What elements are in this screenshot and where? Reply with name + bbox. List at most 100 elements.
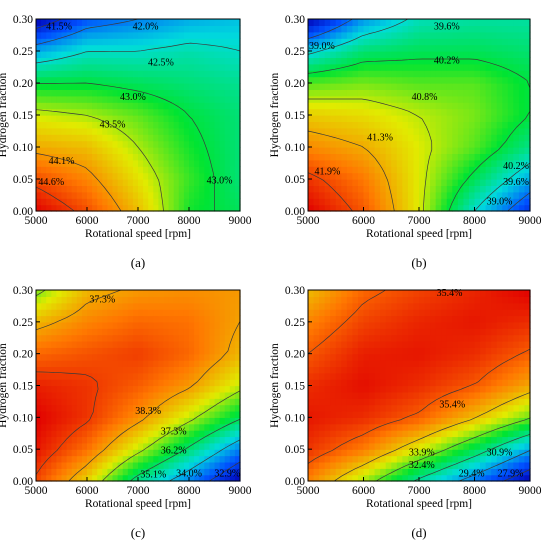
heatmap-cell — [183, 95, 190, 103]
heatmap-cell — [407, 159, 415, 167]
heatmap-cell — [163, 290, 170, 297]
heatmap-cell — [413, 134, 420, 142]
heatmap-cell — [92, 83, 98, 90]
heatmap-cell — [513, 63, 520, 71]
heatmap-cell — [468, 147, 476, 154]
heatmap-cell — [148, 398, 154, 406]
heatmap-cell — [341, 391, 348, 399]
heatmap-cell — [357, 140, 365, 148]
heatmap-cell — [402, 191, 409, 199]
heatmap-cell — [148, 172, 154, 180]
heatmap-cell — [324, 25, 331, 33]
heatmap-cell — [507, 166, 514, 174]
heatmap-cell — [76, 385, 83, 393]
heatmap-cell — [173, 108, 180, 116]
heatmap-cell — [413, 417, 420, 425]
heatmap-cell — [61, 309, 68, 317]
heatmap-cell — [56, 366, 63, 374]
x-tick-label: 7000 — [127, 215, 150, 227]
heatmap-cell — [102, 95, 108, 103]
heatmap-cell — [369, 410, 376, 418]
heatmap-cell — [224, 147, 231, 154]
heatmap-cell — [463, 379, 470, 387]
heatmap-cell — [446, 159, 453, 167]
heatmap-cell — [117, 290, 124, 297]
heatmap-cell — [480, 290, 487, 297]
heatmap-cell — [214, 366, 221, 374]
heatmap-cell — [363, 366, 370, 374]
heatmap-cell — [507, 198, 514, 206]
heatmap-cell — [391, 461, 398, 469]
heatmap-cell — [199, 366, 205, 374]
heatmap-cell — [407, 315, 415, 323]
heatmap-cell — [153, 25, 159, 33]
heatmap-cell — [209, 76, 216, 84]
heatmap-cell — [194, 108, 200, 116]
heatmap-cell — [71, 44, 78, 52]
heatmap-cell — [424, 334, 431, 342]
heatmap-cell — [229, 321, 236, 329]
heatmap-cell — [413, 442, 420, 450]
heatmap-cell — [330, 134, 337, 142]
heatmap-cell — [352, 147, 359, 154]
heatmap-cell — [346, 417, 353, 425]
heatmap-cell — [313, 379, 320, 387]
heatmap-cell — [46, 102, 52, 110]
heatmap-cell — [112, 108, 119, 116]
heatmap-cell — [518, 404, 526, 412]
heatmap-cell — [474, 449, 481, 457]
heatmap-cell — [122, 44, 129, 52]
heatmap-cell — [163, 108, 170, 116]
heatmap-cell — [204, 468, 210, 476]
heatmap-cell — [507, 353, 514, 361]
heatmap-cell — [219, 70, 226, 78]
heatmap-cell — [419, 315, 426, 323]
heatmap-cell — [480, 340, 487, 348]
heatmap-cell — [204, 159, 210, 167]
heatmap-cell — [363, 89, 370, 97]
heatmap-cell — [158, 185, 165, 193]
heatmap-cell — [168, 127, 175, 135]
heatmap-cell — [41, 198, 47, 206]
heatmap-cell — [341, 360, 348, 367]
heatmap-cell — [194, 191, 200, 199]
heatmap-cell — [507, 385, 514, 393]
heatmap-cell — [357, 372, 365, 380]
heatmap-cell — [424, 19, 431, 26]
heatmap-cell — [313, 115, 320, 122]
heatmap-cell — [468, 372, 476, 380]
heatmap-cell — [313, 430, 320, 438]
heatmap-cell — [66, 385, 73, 393]
heatmap-cell — [352, 63, 359, 71]
heatmap-cell — [335, 430, 342, 438]
heatmap-cell — [446, 57, 453, 65]
heatmap-cell — [158, 468, 165, 476]
heatmap-cell — [352, 290, 359, 297]
heatmap-cell — [480, 468, 487, 476]
heatmap-cell — [485, 153, 492, 161]
heatmap-cell — [313, 302, 320, 310]
heatmap-cell — [122, 461, 129, 469]
heatmap-cell — [168, 455, 175, 463]
heatmap-cell — [424, 51, 431, 58]
heatmap-cell — [513, 166, 520, 174]
heatmap-cell — [143, 31, 149, 39]
heatmap-cell — [204, 19, 210, 26]
heatmap-cell — [341, 455, 348, 463]
heatmap-cell — [143, 63, 149, 71]
contour-line — [375, 417, 531, 482]
heatmap-cell — [330, 321, 337, 329]
heatmap-cell — [36, 95, 42, 103]
heatmap-cell — [138, 172, 144, 180]
heatmap-cell — [324, 379, 331, 387]
heatmap-cell — [148, 474, 154, 482]
heatmap-cell — [56, 63, 63, 71]
heatmap-cell — [194, 185, 200, 193]
heatmap-cell — [341, 385, 348, 393]
heatmap-cell — [357, 309, 365, 317]
heatmap-cell — [127, 430, 134, 438]
heatmap-cell — [324, 430, 331, 438]
heatmap-cell — [46, 334, 52, 342]
heatmap-cell — [76, 185, 83, 193]
heatmap-cell — [308, 121, 315, 129]
